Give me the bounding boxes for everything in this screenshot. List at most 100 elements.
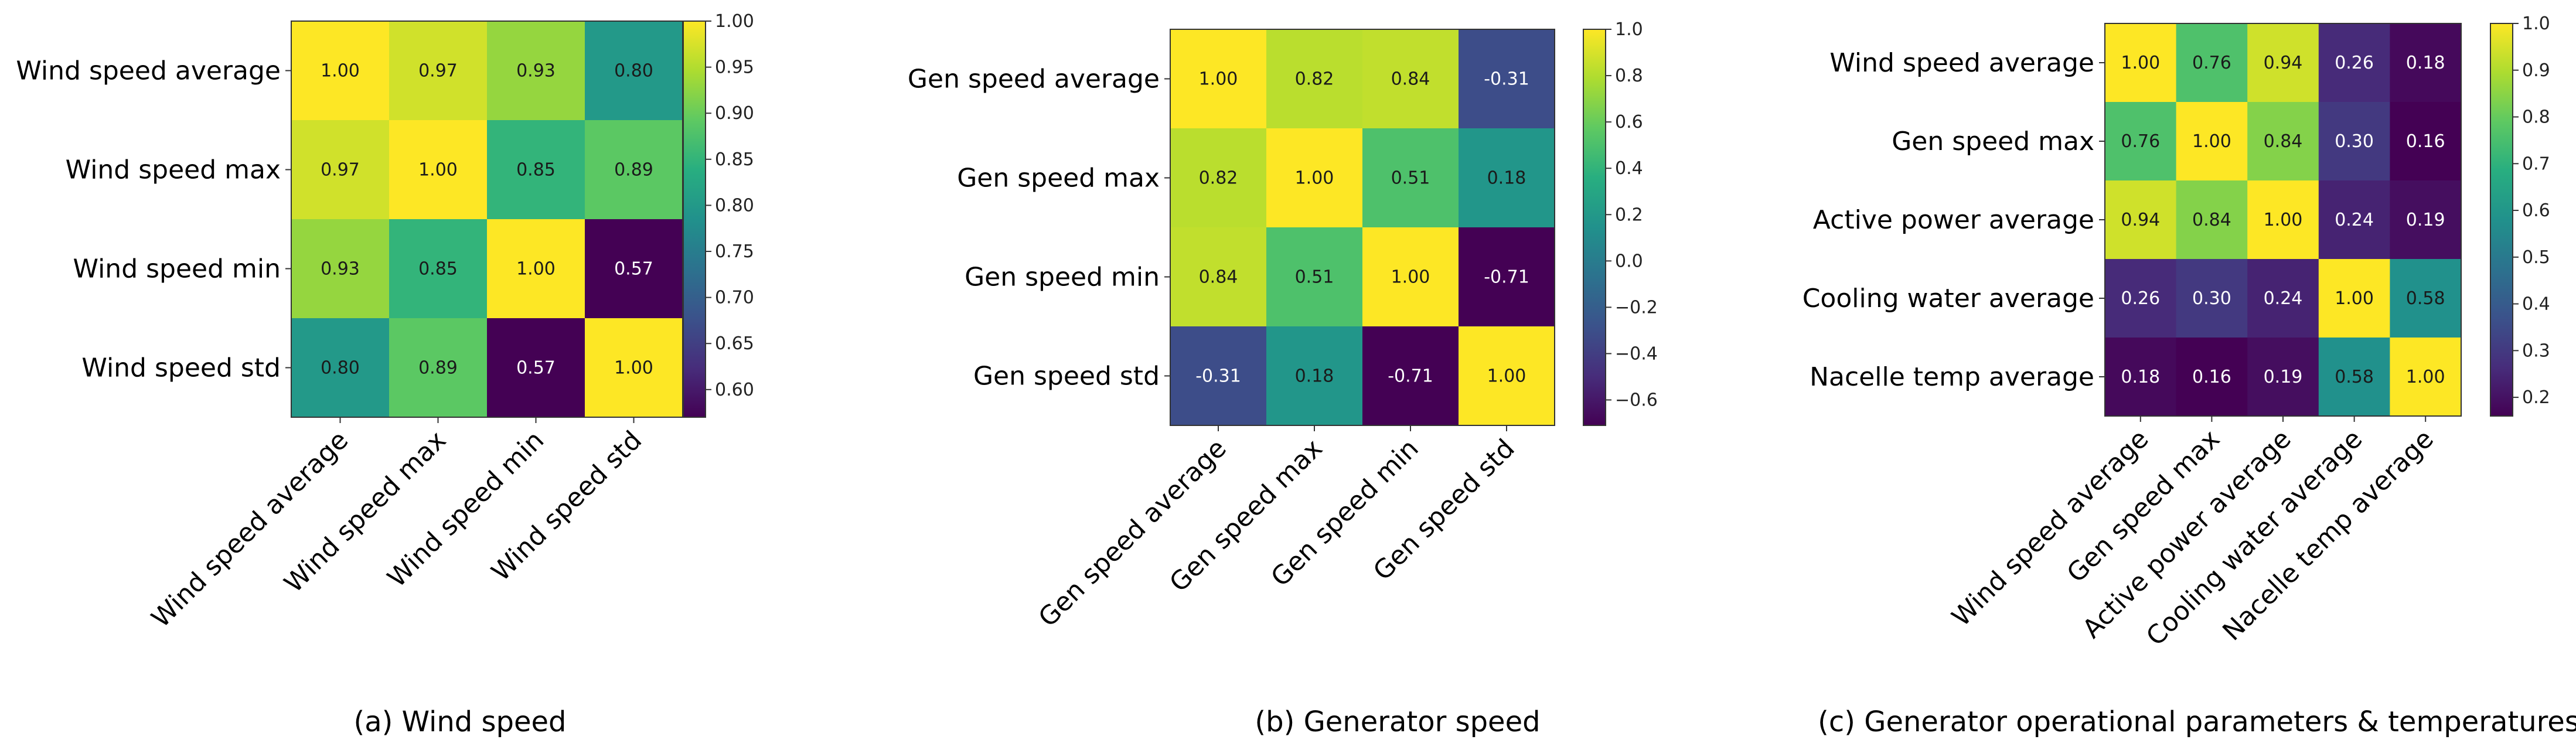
heatmap-cell bbox=[1266, 326, 1363, 426]
colorbar-tick-label: 0.2 bbox=[2522, 387, 2550, 408]
heatmap-cell bbox=[2176, 338, 2248, 417]
colorbar: 0.2 0.3 0.4 0.5 0.6 0.7 0.8 0.9 1.0 bbox=[2490, 13, 2550, 417]
colorbar-ticks: 0.60 0.65 0.70 0.75 0.80 0.85 0.90 0.95 1.00 bbox=[706, 11, 754, 400]
column-label: Wind speed max bbox=[278, 425, 452, 599]
cell-value-label: 0.94 bbox=[2121, 210, 2160, 230]
cell-value-label: 0.26 bbox=[2335, 53, 2374, 73]
cell-value-label: 0.97 bbox=[418, 61, 458, 81]
cell-value-label: 0.18 bbox=[1295, 366, 1334, 387]
heatmap-cell bbox=[1170, 128, 1267, 228]
row-label: Active power average bbox=[1813, 205, 2094, 235]
cell-value-label: 0.84 bbox=[2192, 210, 2231, 230]
row-labels: Gen speed average Gen speed max Gen speed … bbox=[908, 64, 1170, 391]
colorbar-tick-label: 1.0 bbox=[2522, 13, 2550, 34]
cell-value-label: 0.76 bbox=[2192, 53, 2231, 73]
heatmap-cells: 1.00 0.76 0.94 0.26 0.18 0.76 1.00 0.84 0.30 0.16… bbox=[2105, 23, 2462, 417]
cell-value-label: 0.30 bbox=[2192, 288, 2231, 309]
cell-value-label: 0.26 bbox=[2121, 288, 2160, 309]
colorbar-gradient bbox=[683, 21, 706, 418]
panel-c: 1.00 0.76 0.94 0.26 0.18 0.76 1.00 0.84 0.30 0.16… bbox=[1802, 13, 2576, 738]
colorbar-tick-label: 0.0 bbox=[1615, 251, 1643, 271]
heatmap-cell bbox=[2318, 102, 2390, 181]
caption-b: (b) Generator speed bbox=[1255, 705, 1540, 738]
heatmap-cell bbox=[1459, 128, 1555, 228]
heatmap-cell bbox=[2176, 259, 2248, 338]
heatmap-cell bbox=[2105, 338, 2177, 417]
cell-value-label: 0.18 bbox=[2121, 367, 2160, 387]
cell-value-label: 0.57 bbox=[614, 259, 653, 280]
heatmap-cell bbox=[2105, 180, 2177, 260]
cell-value-label: -0.31 bbox=[1484, 69, 1529, 90]
heatmap-cell bbox=[487, 219, 585, 319]
heatmap-cell bbox=[1170, 29, 1267, 129]
heatmap-cell bbox=[2247, 102, 2319, 181]
cell-value-label: 0.93 bbox=[516, 61, 556, 81]
colorbar-tick-label: 0.9 bbox=[2522, 60, 2550, 81]
cell-value-label: 1.00 bbox=[2121, 53, 2160, 73]
cell-value-label: 1.00 bbox=[2335, 288, 2374, 309]
cell-value-label: 1.00 bbox=[1199, 69, 1238, 90]
heatmap-cell bbox=[1266, 29, 1363, 129]
colorbar-ticks: 0.2 0.3 0.4 0.5 0.6 0.7 0.8 0.9 1.0 bbox=[2513, 13, 2550, 408]
heatmap-cell bbox=[2105, 102, 2177, 181]
caption-a: (a) Wind speed bbox=[353, 705, 566, 738]
cell-value-label: 0.18 bbox=[1487, 168, 1526, 189]
cell-value-label: 1.00 bbox=[1295, 168, 1334, 189]
heatmap-cell bbox=[1266, 128, 1363, 228]
cell-value-label: 1.00 bbox=[1487, 366, 1526, 387]
colorbar-tick-label: −0.6 bbox=[1615, 390, 1658, 411]
cell-value-label: -0.31 bbox=[1195, 366, 1241, 387]
colorbar-tick-label: 0.4 bbox=[1615, 158, 1643, 179]
cell-value-label: 0.97 bbox=[321, 160, 360, 180]
heatmap-cell bbox=[1362, 128, 1459, 228]
heatmap-cell bbox=[2318, 180, 2390, 260]
caption-c: (c) Generator operational parameters & t… bbox=[1818, 705, 2576, 738]
colorbar-tick-label: 0.60 bbox=[715, 380, 754, 400]
cell-value-label: 0.76 bbox=[2121, 131, 2160, 152]
row-label: Nacelle temp average bbox=[1810, 362, 2094, 392]
heatmap-cell bbox=[389, 21, 488, 121]
colorbar-tick-label: 0.7 bbox=[2522, 154, 2550, 174]
cell-value-label: 0.82 bbox=[1199, 168, 1238, 189]
colorbar-ticks: −0.6 −0.4 −0.2 0.0 0.2 0.4 0.6 0.8 1.0 bbox=[1606, 19, 1658, 411]
row-label: Gen speed max bbox=[957, 163, 1160, 193]
colorbar: −0.6 −0.4 −0.2 0.0 0.2 0.4 0.6 0.8 1.0 bbox=[1583, 19, 1658, 426]
cell-value-label: 0.85 bbox=[418, 259, 458, 280]
cell-value-label: 0.80 bbox=[614, 61, 653, 81]
heatmap-cell bbox=[291, 21, 390, 121]
cell-value-label: 0.85 bbox=[516, 160, 556, 180]
colorbar-gradient bbox=[1583, 29, 1606, 426]
heatmap-cell bbox=[1362, 227, 1459, 327]
colorbar: 0.60 0.65 0.70 0.75 0.80 0.85 0.90 0.95 1.00 bbox=[683, 11, 754, 418]
row-labels: Wind speed average Wind speed max Wind spe… bbox=[16, 56, 291, 383]
heatmap-cell bbox=[2247, 180, 2319, 260]
cell-value-label: 0.19 bbox=[2406, 210, 2445, 230]
cell-value-label: 0.30 bbox=[2335, 131, 2374, 152]
panel-b: 1.00 0.82 0.84 -0.31 0.82 1.00 0.51 0.18 0.84 0.5… bbox=[908, 19, 1658, 738]
cell-value-label: 0.19 bbox=[2264, 367, 2303, 387]
heatmap-cell bbox=[2176, 180, 2248, 260]
cell-value-label: 0.80 bbox=[321, 358, 360, 379]
colorbar-tick-label: 0.5 bbox=[2522, 247, 2550, 268]
cell-value-label: 0.58 bbox=[2406, 288, 2445, 309]
heatmap-cell bbox=[2247, 259, 2319, 338]
cell-value-label: 1.00 bbox=[2264, 210, 2303, 230]
heatmap-cell bbox=[1362, 326, 1459, 426]
colorbar-tick-label: 0.90 bbox=[715, 103, 754, 124]
cell-value-label: 0.93 bbox=[321, 259, 360, 280]
cell-value-label: 0.82 bbox=[1295, 69, 1334, 90]
cell-value-label: 1.00 bbox=[614, 358, 653, 379]
heatmap-cell bbox=[2176, 23, 2248, 103]
cell-value-label: 0.57 bbox=[516, 358, 556, 379]
row-labels: Wind speed average Gen speed max Active po… bbox=[1802, 48, 2105, 392]
row-label: Gen speed max bbox=[1892, 127, 2094, 156]
column-label: Wind speed average bbox=[146, 425, 354, 633]
heatmap-cells: 1.00 0.97 0.93 0.80 0.97 1.00 0.85 0.89 0.93 0.85… bbox=[291, 21, 683, 418]
cell-value-label: -0.71 bbox=[1484, 267, 1529, 288]
heatmap-cell bbox=[487, 318, 585, 418]
colorbar-tick-label: 0.4 bbox=[2522, 294, 2550, 315]
cell-value-label: 1.00 bbox=[1391, 267, 1430, 288]
